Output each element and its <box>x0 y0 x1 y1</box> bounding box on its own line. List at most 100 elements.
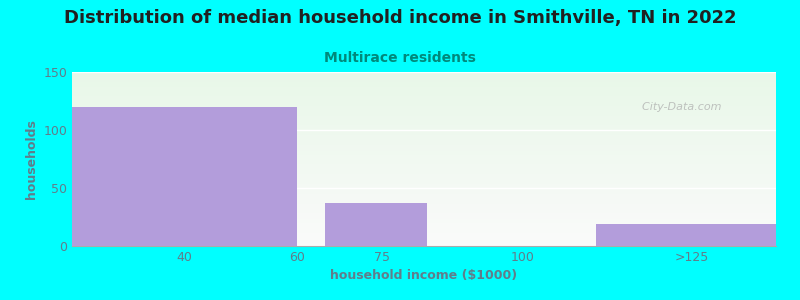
Bar <box>72 164 776 165</box>
Bar <box>72 136 776 137</box>
Bar <box>72 144 776 145</box>
Bar <box>72 125 776 126</box>
Bar <box>72 137 776 138</box>
Bar <box>72 223 776 224</box>
Text: City-Data.com: City-Data.com <box>635 102 722 112</box>
Bar <box>72 196 776 197</box>
Bar <box>72 245 776 246</box>
Bar <box>72 217 776 218</box>
Bar <box>72 238 776 239</box>
Bar <box>72 116 776 117</box>
Bar <box>72 152 776 153</box>
Bar <box>72 107 298 246</box>
Bar <box>72 207 776 208</box>
Bar <box>72 183 776 184</box>
Bar <box>72 240 776 241</box>
Bar <box>72 182 776 183</box>
Bar <box>72 228 776 229</box>
Bar <box>72 112 776 113</box>
Bar <box>72 83 776 84</box>
Bar <box>72 75 776 76</box>
Bar <box>72 198 776 199</box>
Bar <box>72 133 776 134</box>
Bar <box>72 140 776 141</box>
Bar <box>72 205 776 206</box>
Bar <box>72 201 776 202</box>
Bar <box>72 158 776 159</box>
Bar <box>72 118 776 119</box>
Bar <box>72 226 776 227</box>
Bar <box>72 150 776 151</box>
Bar <box>72 76 776 77</box>
Bar <box>72 186 776 187</box>
Bar <box>326 203 427 246</box>
Bar <box>72 151 776 152</box>
Bar <box>72 179 776 180</box>
Bar <box>72 173 776 174</box>
Bar <box>72 127 776 128</box>
Bar <box>72 74 776 75</box>
Bar <box>72 232 776 233</box>
Bar <box>72 177 776 178</box>
Bar <box>72 80 776 81</box>
Bar <box>72 161 776 162</box>
Bar <box>72 100 776 101</box>
Bar <box>72 168 776 169</box>
Bar <box>72 102 776 103</box>
Bar <box>72 174 776 175</box>
Bar <box>72 210 776 211</box>
Bar <box>72 214 776 215</box>
Bar <box>72 109 776 110</box>
Bar <box>72 233 776 234</box>
Bar <box>72 87 776 88</box>
Bar <box>72 103 776 104</box>
Bar <box>72 108 776 109</box>
Bar <box>72 145 776 146</box>
Bar <box>72 82 776 83</box>
Text: Distribution of median household income in Smithville, TN in 2022: Distribution of median household income … <box>64 9 736 27</box>
Bar <box>72 81 776 82</box>
Bar <box>72 199 776 200</box>
Bar <box>72 208 776 209</box>
Bar <box>72 89 776 90</box>
Bar <box>72 212 776 213</box>
Bar <box>72 120 776 121</box>
Bar <box>72 200 776 201</box>
Bar <box>72 73 776 74</box>
Bar <box>72 146 776 147</box>
Bar <box>72 167 776 168</box>
Bar <box>72 117 776 118</box>
Bar <box>72 169 776 170</box>
Bar <box>72 115 776 116</box>
Bar <box>72 197 776 198</box>
Bar <box>72 243 776 244</box>
Bar <box>72 180 776 181</box>
Bar <box>72 134 776 135</box>
Bar <box>72 156 776 157</box>
Bar <box>72 138 776 139</box>
Bar <box>596 224 776 246</box>
Bar <box>72 225 776 226</box>
Bar <box>72 101 776 102</box>
Bar <box>72 213 776 214</box>
Bar <box>72 154 776 155</box>
Bar <box>72 211 776 212</box>
Bar <box>72 149 776 150</box>
Bar <box>72 119 776 120</box>
Bar <box>72 172 776 173</box>
Bar <box>72 194 776 195</box>
Bar <box>72 105 776 106</box>
Bar <box>72 178 776 179</box>
Bar <box>72 91 776 92</box>
Bar <box>72 88 776 89</box>
Bar <box>72 244 776 245</box>
Bar <box>72 78 776 79</box>
Bar <box>72 86 776 87</box>
Bar <box>72 231 776 232</box>
Bar <box>72 229 776 230</box>
Bar <box>72 162 776 163</box>
Bar <box>72 131 776 132</box>
Bar <box>72 189 776 190</box>
Bar <box>72 206 776 207</box>
Bar <box>72 242 776 243</box>
